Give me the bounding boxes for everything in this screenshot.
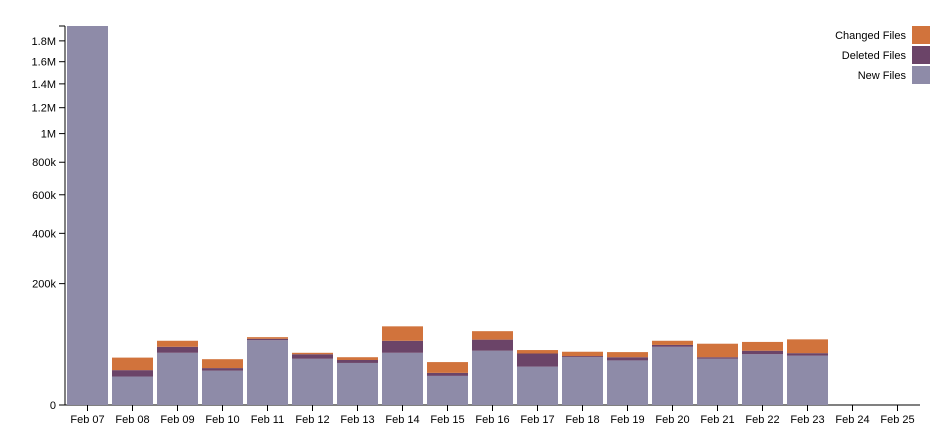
bar-segment-deleted-files — [607, 357, 648, 361]
bar-segment-deleted-files — [337, 359, 378, 363]
x-tick-label: Feb 22 — [745, 414, 779, 426]
legend: Changed Files Deleted Files New Files — [835, 26, 930, 84]
x-tick-label: Feb 17 — [520, 414, 554, 426]
bar-segment-changed-files — [517, 350, 558, 354]
bar-segment-changed-files — [157, 340, 198, 347]
bar-segment-new-files — [472, 350, 513, 405]
y-tick-label: 1.6M — [32, 57, 56, 69]
bar-segment-changed-files — [562, 351, 603, 357]
bar-segment-changed-files — [742, 341, 783, 351]
x-tick-label: Feb 14 — [385, 414, 419, 426]
bar-segment-new-files — [697, 358, 738, 405]
bar-segment-new-files — [112, 376, 153, 405]
x-tick-label: Feb 20 — [655, 414, 689, 426]
x-axis: Feb 07 Feb 08 Feb 09 Feb 10 Feb 11 Feb 12 Feb … — [65, 404, 920, 426]
bar-segment-new-files — [652, 346, 693, 405]
x-tick-label: Feb 21 — [700, 414, 734, 426]
bar-segment-changed-files — [382, 326, 423, 341]
x-tick-label: Feb 24 — [835, 414, 869, 426]
bar-segment-deleted-files — [562, 356, 603, 358]
bar-segment-deleted-files — [247, 338, 288, 341]
bar-segment-changed-files — [337, 357, 378, 360]
x-tick-label: Feb 25 — [880, 414, 914, 426]
bar-segment-new-files — [157, 352, 198, 405]
legend-swatch — [912, 66, 930, 84]
legend-swatch — [912, 26, 930, 44]
bar-segment-deleted-files — [202, 368, 243, 371]
x-tick-label: Feb 10 — [205, 414, 239, 426]
bars — [67, 26, 828, 405]
x-tick-label: Feb 12 — [295, 414, 329, 426]
x-tick-label: Feb 23 — [790, 414, 824, 426]
bar-segment-new-files — [787, 355, 828, 405]
bar-segment-changed-files — [247, 337, 288, 339]
bar-segment-new-files — [247, 340, 288, 405]
bar-segment-changed-files — [472, 331, 513, 340]
y-tick-label: 800k — [32, 157, 56, 169]
x-tick-label: Feb 11 — [251, 414, 284, 426]
x-tick-label: Feb 13 — [340, 414, 374, 426]
bar-segment-new-files — [427, 375, 468, 405]
y-tick-label: 1.4M — [32, 79, 56, 91]
bar-segment-deleted-files — [697, 357, 738, 359]
x-tick-label: Feb 16 — [475, 414, 509, 426]
bar-segment-deleted-files — [382, 340, 423, 353]
bar-segment-deleted-files — [652, 344, 693, 347]
bar-segment-new-files — [742, 354, 783, 405]
bar-segment-new-files — [562, 357, 603, 405]
y-tick-label: 600k — [32, 190, 56, 202]
bar-segment-new-files — [337, 362, 378, 405]
y-tick-label: 0 — [50, 400, 56, 412]
x-tick-label: Feb 07 — [70, 414, 104, 426]
bar-segment-changed-files — [607, 352, 648, 358]
legend-label: New Files — [858, 70, 907, 82]
bar-segment-changed-files — [787, 339, 828, 354]
bar-segment-deleted-files — [472, 339, 513, 351]
bar-segment-new-files — [517, 366, 558, 405]
y-tick-label: 200k — [32, 279, 56, 291]
y-tick-label: 1M — [41, 129, 56, 141]
y-tick-label: 400k — [32, 228, 56, 240]
x-tick-label: Feb 19 — [610, 414, 644, 426]
bar-segment-new-files — [202, 370, 243, 405]
bar-segment-deleted-files — [112, 370, 153, 377]
x-tick-label: Feb 18 — [565, 414, 599, 426]
x-tick-label: Feb 15 — [430, 414, 464, 426]
x-tick-label: Feb 08 — [115, 414, 149, 426]
bar-segment-changed-files — [427, 362, 468, 373]
bar-segment-changed-files — [202, 359, 243, 369]
bar-segment-new-files — [382, 352, 423, 405]
bar-segment-changed-files — [697, 343, 738, 358]
bar-segment-deleted-files — [517, 353, 558, 367]
y-tick-label: 1.8M — [32, 36, 56, 48]
bar-segment-deleted-files — [787, 353, 828, 356]
x-tick-label: Feb 09 — [160, 414, 194, 426]
bar-segment-new-files — [292, 358, 333, 405]
legend-label: Deleted Files — [842, 50, 907, 62]
bar-segment-deleted-files — [427, 372, 468, 376]
legend-swatch — [912, 46, 930, 64]
bar-segment-changed-files — [292, 352, 333, 355]
bar-segment-deleted-files — [292, 354, 333, 359]
bar-segment-new-files — [67, 26, 108, 405]
bar-segment-deleted-files — [157, 346, 198, 353]
bar-segment-deleted-files — [742, 350, 783, 355]
bar-segment-new-files — [607, 360, 648, 405]
bar-segment-changed-files — [652, 340, 693, 345]
legend-label: Changed Files — [835, 30, 906, 42]
bar-segment-changed-files — [112, 357, 153, 371]
y-axis: 0 200k 400k 600k 800k 1M 1.2M 1.4M 1.6M 1.8M — [32, 25, 66, 412]
y-tick-label: 1.2M — [32, 103, 56, 115]
